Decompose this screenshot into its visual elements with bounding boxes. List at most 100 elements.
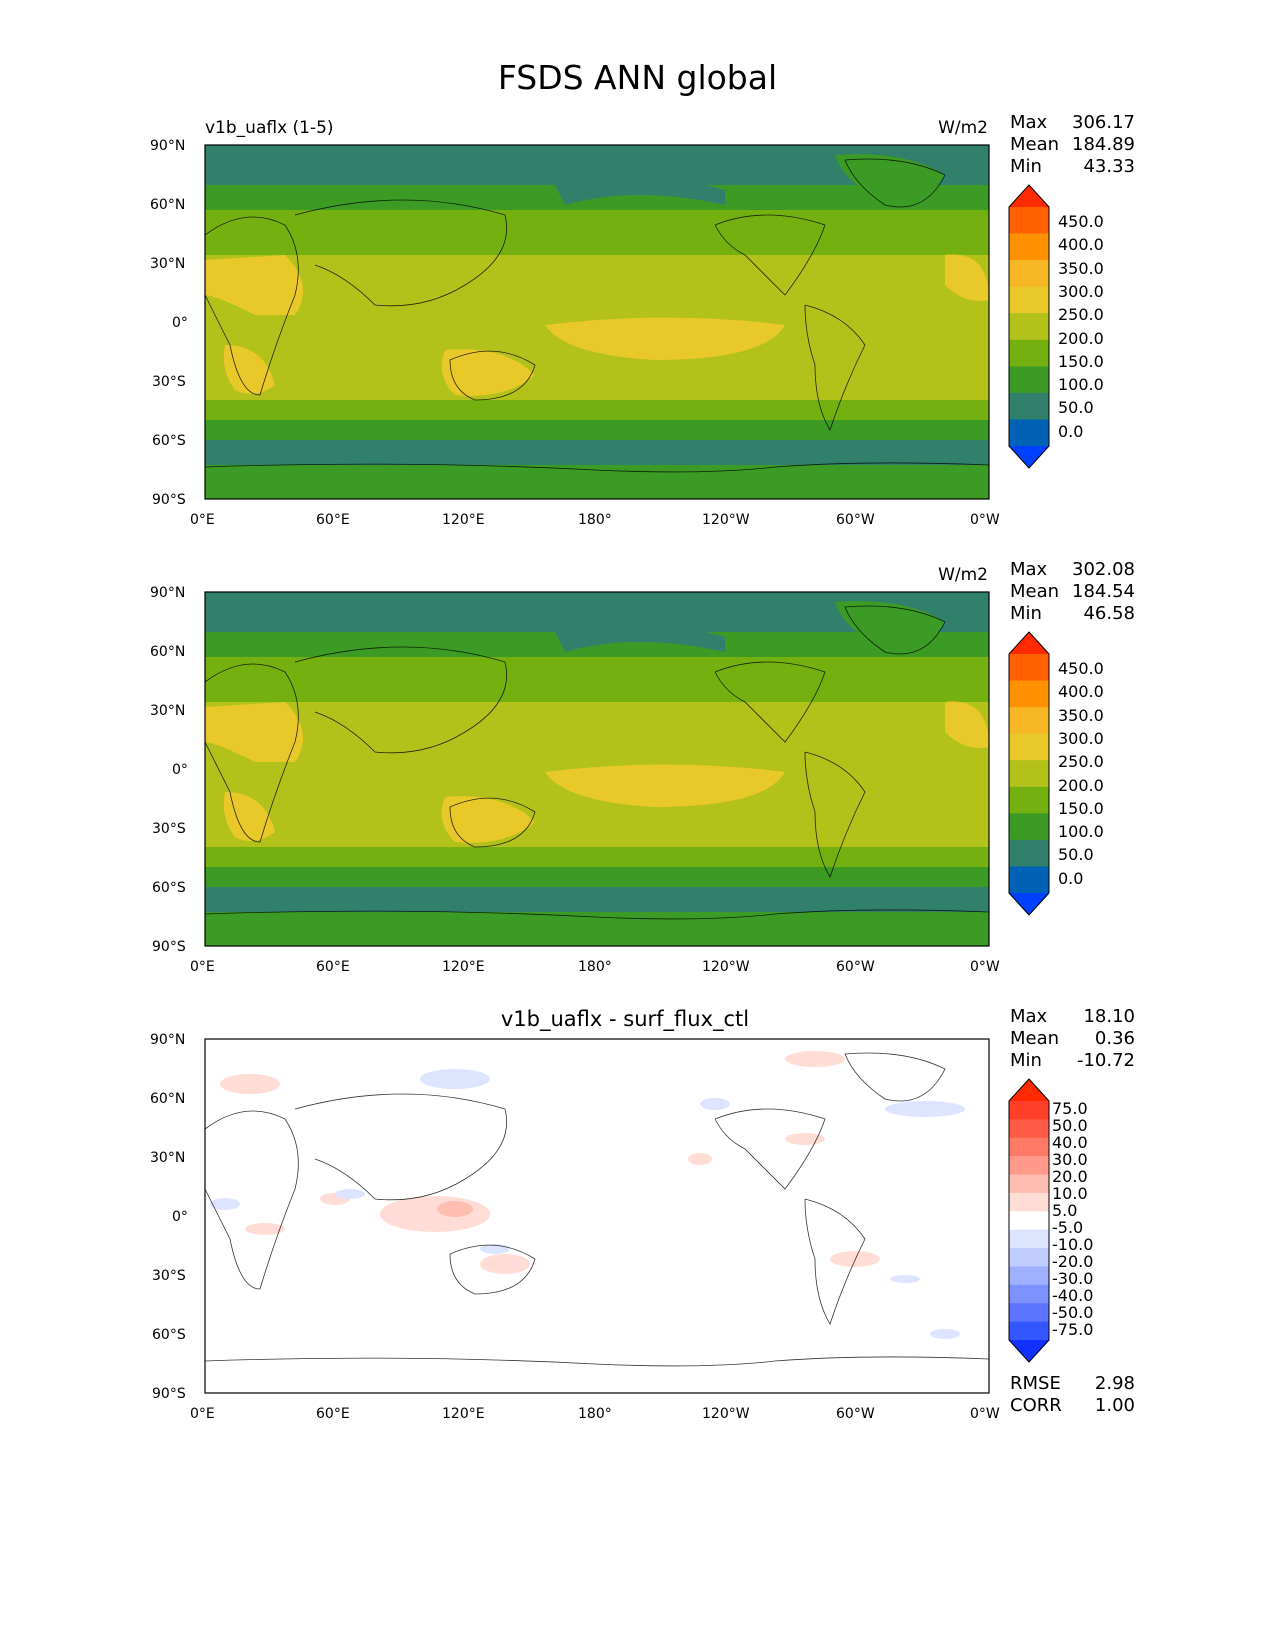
p1-lat-tick: 90°N — [150, 138, 186, 154]
colorbar-level-label: 150.0 — [1058, 351, 1104, 371]
colorbar-level-label: 40.0 — [1052, 1133, 1088, 1152]
p3-lon-tick: 120°W — [702, 1406, 750, 1422]
colorbar-segment — [1009, 1156, 1049, 1176]
colorbar-level-label: 50.0 — [1052, 1116, 1088, 1135]
colorbar-level-label: 5.0 — [1052, 1201, 1078, 1220]
stat-value: 306.17 — [1072, 112, 1135, 133]
panel3-center-title: v1b_uaflx - surf_flux_ctl — [500, 1007, 750, 1031]
p3-lon-tick: 0°E — [190, 1406, 215, 1422]
colorbar-segment — [1009, 1321, 1049, 1341]
p3-lat-tick: 90°N — [150, 1032, 186, 1048]
p2-lon-tick: 0°W — [970, 959, 1000, 975]
stat-value: 43.33 — [1083, 156, 1135, 177]
p2-lat-tick: 60°S — [152, 880, 186, 896]
colorbar-extend-bottom — [1009, 893, 1049, 915]
p3-lat-tick: 60°N — [150, 1091, 186, 1107]
band-antarctica — [205, 912, 989, 946]
panel2-map — [204, 591, 990, 947]
sahara-high — [205, 702, 303, 762]
panel3-stats: Max 18.10 Mean 0.36 Min -10.72 — [1010, 1006, 1135, 1072]
positive-anomalies — [220, 1051, 880, 1274]
panel2-colorbar — [1008, 631, 1050, 916]
panel1-colorbar — [1008, 184, 1050, 469]
colorbar-segment — [1009, 786, 1049, 814]
colorbar-level-label: 300.0 — [1058, 728, 1104, 748]
stat-label: Mean — [1010, 581, 1060, 602]
p2-lat-tick: 30°N — [150, 703, 186, 719]
colorbar-segment — [1009, 1248, 1049, 1267]
nw-pacific-low — [555, 176, 725, 205]
se-pacific-high — [545, 764, 785, 807]
stat-label: Mean — [1010, 134, 1060, 155]
colorbar-level-label: -20.0 — [1052, 1252, 1094, 1271]
colorbar-level-label: -50.0 — [1052, 1303, 1094, 1322]
colorbar-segment — [1009, 707, 1049, 735]
stat-value: 184.89 — [1072, 134, 1135, 155]
p1-lon-tick: 60°E — [316, 512, 350, 528]
stat-value: 0.36 — [1094, 1028, 1135, 1049]
p3-lon-tick: 180° — [578, 1406, 612, 1422]
p3-lat-tick: 30°S — [152, 1268, 186, 1284]
colorbar-segment — [1009, 392, 1049, 420]
sahara-high — [205, 255, 303, 315]
colorbar-extend-top — [1009, 1079, 1049, 1101]
colorbar-level-label: 350.0 — [1058, 705, 1104, 725]
colorbar-level-label: 20.0 — [1052, 1167, 1088, 1186]
colorbar-segment — [1009, 313, 1049, 341]
atlantic-high — [945, 701, 989, 748]
p2-lon-tick: 0°E — [190, 959, 215, 975]
p1-lon-tick: 120°W — [702, 512, 750, 528]
p1-lat-tick: 30°S — [152, 374, 186, 390]
colorbar-segment — [1009, 1101, 1049, 1120]
colorbar-level-label: 250.0 — [1058, 752, 1104, 772]
colorbar-level-label: 30.0 — [1052, 1150, 1088, 1169]
colorbar-level-label: 0.0 — [1058, 421, 1084, 441]
colorbar-segment — [1009, 366, 1049, 394]
panel2-units: W/m2 — [938, 565, 988, 585]
stat-value: 46.58 — [1083, 603, 1135, 624]
p3-lat-tick: 30°N — [150, 1150, 186, 1166]
se-pacific-high — [545, 317, 785, 360]
australia-high — [441, 796, 535, 843]
figure-title: FSDS ANN global — [497, 58, 778, 97]
colorbar-segment — [1009, 419, 1049, 447]
band-antarctica — [205, 465, 989, 499]
panel1-left-title: v1b_uaflx (1-5) — [205, 118, 334, 138]
colorbar-level-label: 100.0 — [1058, 822, 1104, 842]
stat-label: Min — [1010, 603, 1042, 624]
colorbar-extend-bottom — [1009, 1340, 1049, 1362]
p3-lat-tick: 0° — [172, 1209, 188, 1225]
colorbar-segment — [1009, 1137, 1049, 1157]
colorbar-segment — [1009, 1229, 1049, 1249]
metric-value: 2.98 — [1094, 1373, 1135, 1394]
p1-lat-tick: 60°N — [150, 197, 186, 213]
panel3-metrics: RMSE 2.98 CORR 1.00 — [1010, 1373, 1135, 1417]
band-mid-nh — [205, 210, 989, 260]
colorbar-segment — [1009, 233, 1049, 261]
stat-label: Mean — [1010, 1028, 1060, 1049]
colorbar-level-label: 200.0 — [1058, 775, 1104, 795]
colorbar-level-label: 450.0 — [1058, 212, 1104, 231]
colorbar-extend-top — [1009, 632, 1049, 654]
p2-lat-tick: 0° — [172, 762, 188, 778]
metric-value: 1.00 — [1094, 1395, 1135, 1416]
p2-lon-tick: 180° — [578, 959, 612, 975]
panel1-map — [204, 144, 990, 500]
p1-lon-tick: 120°E — [442, 512, 485, 528]
colorbar-segment — [1009, 1211, 1049, 1231]
colorbar-segment — [1009, 1303, 1049, 1323]
stat-label: Max — [1010, 1006, 1048, 1027]
colorbar-level-label: 450.0 — [1058, 659, 1104, 678]
colorbar-level-label: 150.0 — [1058, 798, 1104, 818]
p2-lat-tick: 60°N — [150, 644, 186, 660]
southern-africa-high — [223, 345, 275, 394]
p2-lon-tick: 60°W — [836, 959, 875, 975]
p1-lon-tick: 180° — [578, 512, 612, 528]
colorbar-segment — [1009, 654, 1049, 682]
colorbar-level-label: -30.0 — [1052, 1269, 1094, 1288]
colorbar-segment — [1009, 286, 1049, 314]
p2-lon-tick: 60°E — [316, 959, 350, 975]
p3-lat-tick: 60°S — [152, 1327, 186, 1343]
stat-label: Max — [1010, 112, 1048, 133]
coastlines — [204, 605, 990, 920]
